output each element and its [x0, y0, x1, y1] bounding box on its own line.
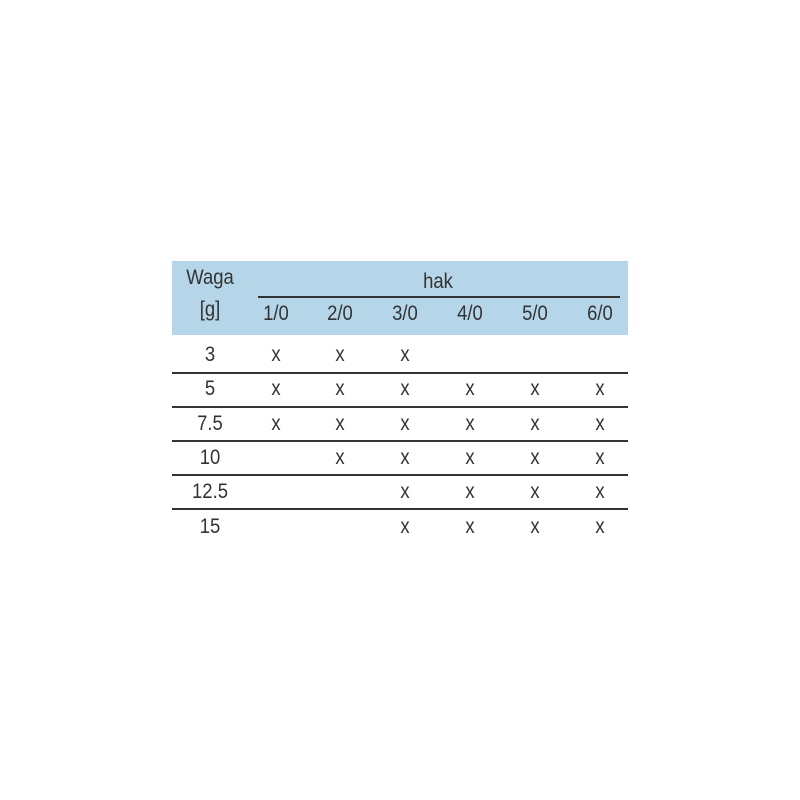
table-cell: x — [530, 445, 540, 469]
weight-header-label: Waga — [186, 266, 234, 289]
column-header: 1/0 — [263, 302, 289, 325]
table-cell: x — [400, 411, 410, 435]
column-header: 2/0 — [327, 302, 353, 325]
table-cell: x — [530, 411, 540, 435]
table-header-band — [172, 261, 628, 335]
table-cell: x — [595, 480, 605, 504]
table-cell: x — [595, 411, 605, 435]
row-separator — [172, 474, 628, 476]
table-cell: x — [271, 343, 281, 366]
group-header-underline — [258, 296, 620, 298]
row-weight: 15 — [199, 514, 221, 538]
weight-unit-label: [g] — [199, 298, 221, 321]
row-separator — [172, 440, 628, 442]
table-cell: x — [465, 514, 475, 538]
table-cell: x — [465, 445, 475, 469]
column-header: 3/0 — [392, 302, 418, 325]
table-cell: x — [271, 377, 281, 401]
table-cell: x — [465, 377, 475, 401]
column-header: 5/0 — [522, 302, 548, 325]
row-weight: 12.5 — [192, 480, 228, 504]
row-separator — [172, 508, 628, 510]
hook-group-header: hak — [423, 270, 453, 293]
row-weight: 7.5 — [197, 411, 223, 435]
row-weight: 10 — [199, 445, 221, 469]
table-cell: x — [335, 377, 345, 401]
table-cell: x — [400, 480, 410, 504]
column-header: 4/0 — [457, 302, 483, 325]
table-cell: x — [335, 411, 345, 435]
table-cell: x — [595, 377, 605, 401]
table-cell: x — [465, 480, 475, 504]
table-cell: x — [335, 343, 345, 366]
column-header: 6/0 — [587, 302, 613, 325]
table-cell: x — [595, 514, 605, 538]
table-cell: x — [530, 377, 540, 401]
table-cell: x — [530, 480, 540, 504]
row-weight: 5 — [204, 377, 216, 401]
table-cell: x — [400, 343, 410, 366]
table-cell: x — [465, 411, 475, 435]
table-cell: x — [271, 411, 281, 435]
table-cell: x — [595, 445, 605, 469]
table-cell: x — [400, 377, 410, 401]
table-cell: x — [400, 514, 410, 538]
table-cell: x — [335, 445, 345, 469]
row-separator — [172, 406, 628, 408]
table-cell: x — [530, 514, 540, 538]
table-cell: x — [400, 445, 410, 469]
row-weight: 3 — [204, 343, 216, 366]
row-separator — [172, 372, 628, 374]
